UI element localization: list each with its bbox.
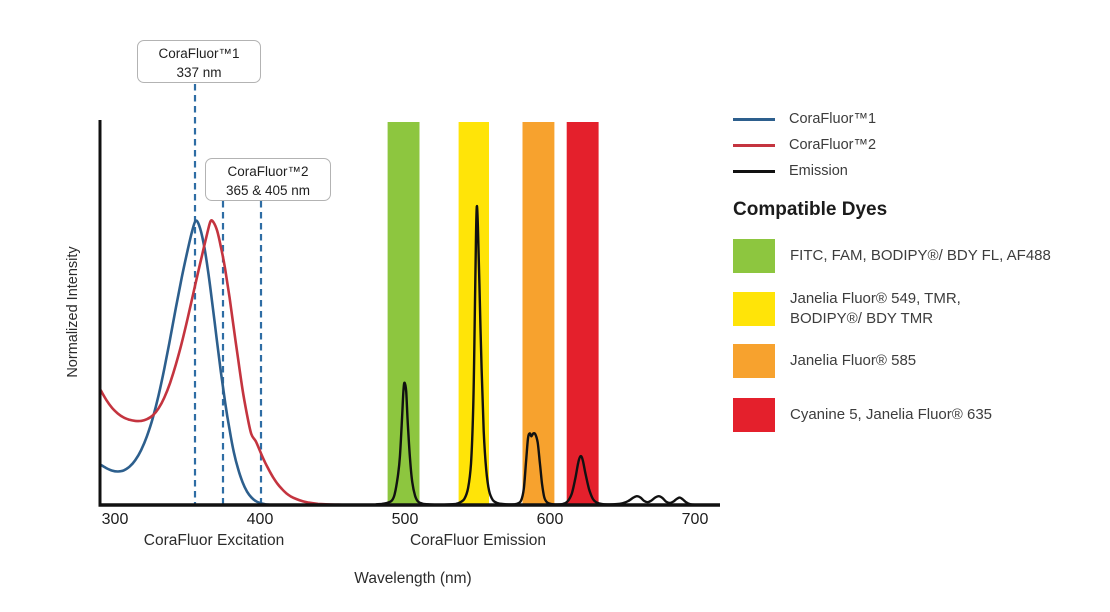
dye-label: Janelia Fluor® 549, TMR, BODIPY®/ BDY TMR xyxy=(790,290,961,328)
annotation-wavelength: 365 & 405 nm xyxy=(225,183,311,199)
emission-caption: CoraFluor Emission xyxy=(410,532,546,549)
dye-label: FITC, FAM, BODIPY®/ BDY FL, AF488 xyxy=(790,246,1051,264)
dye-item-orange: Janelia Fluor® 585 xyxy=(733,344,916,378)
annotation-corafluor2-365-405nm: CoraFluor™2 365 & 405 nm xyxy=(205,158,331,201)
excitation-caption: CoraFluor Excitation xyxy=(144,532,284,549)
x-tick-300: 300 xyxy=(102,511,129,528)
legend-item-corafluor1: CoraFluor™1 xyxy=(733,106,876,132)
legend-item-emission: Emission xyxy=(733,158,876,184)
y-axis-title: Normalized Intensity xyxy=(65,246,81,378)
annotation-corafluor1-337nm: CoraFluor™1 337 nm xyxy=(137,40,261,83)
legend-item-corafluor2: CoraFluor™2 xyxy=(733,132,876,158)
filter-band-green xyxy=(387,122,420,505)
dye-item-green: FITC, FAM, BODIPY®/ BDY FL, AF488 xyxy=(733,239,1051,273)
green-swatch-icon xyxy=(733,239,775,273)
legend-label: Emission xyxy=(789,163,848,179)
x-tick-500: 500 xyxy=(392,511,419,528)
yellow-swatch-icon xyxy=(733,292,775,327)
annotation-title: CoraFluor™1 xyxy=(158,46,240,61)
legend-line-black-icon xyxy=(733,169,775,173)
filter-band-red xyxy=(566,122,599,505)
dye-item-red: Cyanine 5, Janelia Fluor® 635 xyxy=(733,398,992,432)
legend-line-red-icon xyxy=(733,143,775,147)
compatible-dyes-heading: Compatible Dyes xyxy=(733,199,888,220)
legend-label: CoraFluor™2 xyxy=(789,137,877,153)
legend-label: CoraFluor™1 xyxy=(789,111,877,127)
x-tick-400: 400 xyxy=(247,511,274,528)
legend: CoraFluor™1 CoraFluor™2 Emission xyxy=(733,106,876,184)
orange-swatch-icon xyxy=(733,344,775,378)
annotation-title: CoraFluor™2 xyxy=(227,164,309,179)
dye-label: Janelia Fluor® 585 xyxy=(790,351,917,369)
excitation-curve-corafluor1 xyxy=(99,219,275,507)
dye-label: Cyanine 5, Janelia Fluor® 635 xyxy=(790,405,993,423)
legend-line-blue-icon xyxy=(733,117,775,121)
annotation-wavelength: 337 nm xyxy=(176,65,222,81)
x-axis-title: Wavelength (nm) xyxy=(354,570,471,587)
x-tick-700: 700 xyxy=(682,511,709,528)
red-swatch-icon xyxy=(733,398,775,432)
excitation-curve-corafluor2 xyxy=(99,219,349,507)
x-tick-600: 600 xyxy=(537,511,564,528)
emission-curve xyxy=(374,204,705,507)
dye-item-yellow: Janelia Fluor® 549, TMR, BODIPY®/ BDY TMR xyxy=(733,289,961,330)
